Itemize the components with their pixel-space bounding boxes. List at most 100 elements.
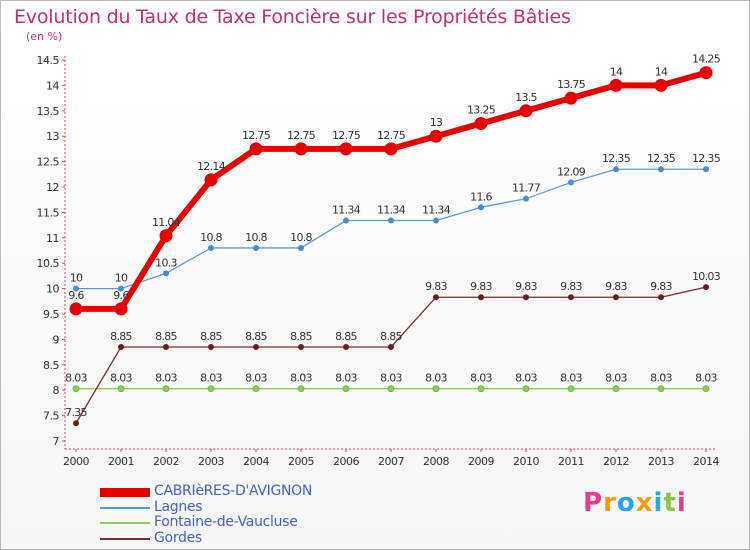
data-point-gordes — [118, 344, 124, 351]
data-point-lagnes — [298, 244, 304, 251]
data-point-fontaine — [117, 385, 125, 393]
logo-letter: r — [603, 488, 617, 518]
y-tick-label: 9.5 — [43, 308, 59, 321]
data-point-gordes — [523, 294, 529, 301]
data-point-lagnes — [73, 285, 79, 292]
x-tick-label: 2001 — [108, 455, 134, 468]
data-point-gordes — [703, 284, 709, 291]
chart-title: Evolution du Taux de Taxe Foncière sur l… — [14, 6, 571, 28]
data-label-lagnes: 12.35 — [602, 152, 631, 165]
logo-letter: i — [653, 488, 664, 518]
data-point-lagnes — [523, 195, 529, 202]
data-label-gordes: 9.83 — [470, 280, 492, 293]
y-tick-label: 7 — [53, 435, 60, 448]
data-point-cabrieres — [654, 78, 668, 92]
data-point-gordes — [388, 344, 394, 351]
legend-swatch-gordes — [100, 537, 150, 540]
data-label-cabrieres: 14 — [610, 65, 623, 78]
data-label-gordes: 8.85 — [335, 330, 357, 343]
series-line-cabrieres — [76, 69, 707, 312]
data-label-cabrieres: 14.25 — [692, 53, 721, 66]
data-label-cabrieres: 13.5 — [515, 91, 537, 104]
data-point-cabrieres — [699, 66, 713, 80]
data-label-fontaine: 8.03 — [110, 372, 132, 385]
data-label-cabrieres: 9.6 — [113, 289, 129, 302]
x-tick-label: 2010 — [513, 455, 539, 468]
data-label-gordes: 9.83 — [425, 280, 447, 293]
data-point-cabrieres — [609, 78, 623, 92]
data-point-gordes — [73, 420, 79, 427]
data-point-gordes — [613, 294, 619, 301]
logo-letter: o — [616, 488, 636, 518]
data-point-gordes — [478, 294, 484, 301]
y-tick-label: 14 — [46, 79, 59, 92]
data-label-lagnes: 10.8 — [200, 231, 222, 244]
chart-unit: (en %) — [26, 30, 63, 43]
data-point-fontaine — [387, 385, 395, 393]
legend-swatch-lagnes — [100, 506, 150, 509]
data-point-fontaine — [297, 385, 305, 393]
data-label-lagnes: 12.09 — [557, 165, 586, 178]
data-point-gordes — [208, 344, 214, 351]
data-point-lagnes — [613, 166, 619, 173]
data-label-fontaine: 8.03 — [470, 372, 492, 385]
x-tick-label: 2009 — [468, 455, 494, 468]
data-point-lagnes — [253, 244, 259, 251]
y-tick-label: 8.5 — [43, 359, 59, 372]
data-point-cabrieres — [564, 91, 578, 105]
data-point-lagnes — [658, 166, 664, 173]
data-label-gordes: 8.85 — [200, 330, 222, 343]
data-point-gordes — [343, 344, 349, 351]
data-label-lagnes: 11.6 — [470, 190, 492, 203]
data-label-fontaine: 8.03 — [650, 372, 672, 385]
data-point-lagnes — [703, 166, 709, 173]
logo-letter: P — [583, 488, 604, 518]
data-label-cabrieres: 12.14 — [197, 160, 226, 173]
data-label-gordes: 8.85 — [110, 330, 132, 343]
data-label-fontaine: 8.03 — [560, 372, 582, 385]
legend-label-gordes: Gordes — [154, 529, 202, 546]
data-label-fontaine: 8.03 — [380, 372, 402, 385]
data-label-cabrieres: 13.25 — [467, 104, 496, 117]
data-label-cabrieres: 13 — [430, 116, 443, 129]
data-label-lagnes: 10.3 — [155, 256, 177, 269]
data-label-gordes: 9.83 — [560, 280, 582, 293]
y-tick-label: 7.5 — [43, 410, 59, 423]
data-point-fontaine — [567, 385, 575, 393]
data-label-fontaine: 8.03 — [155, 372, 177, 385]
data-point-fontaine — [207, 385, 215, 393]
data-point-lagnes — [118, 285, 124, 292]
series-line-gordes — [75, 286, 707, 424]
data-label-gordes: 9.83 — [605, 280, 627, 293]
data-label-fontaine: 8.03 — [605, 372, 627, 385]
data-label-cabrieres: 12.75 — [332, 129, 361, 142]
logo-letter: x — [635, 488, 654, 518]
data-label-cabrieres: 12.75 — [242, 129, 271, 142]
legend-label-lagnes: Lagnes — [154, 498, 203, 515]
proxiti-logo: Proxiti — [583, 488, 687, 518]
data-point-fontaine — [612, 385, 620, 393]
data-point-lagnes — [433, 217, 439, 224]
data-label-cabrieres: 12.75 — [287, 129, 316, 142]
data-point-fontaine — [252, 385, 260, 393]
data-label-fontaine: 8.03 — [290, 372, 312, 385]
data-point-cabrieres — [294, 142, 308, 156]
data-label-cabrieres: 14 — [655, 65, 668, 78]
y-tick-label: 11.5 — [37, 206, 60, 219]
data-label-lagnes: 10.8 — [290, 231, 312, 244]
data-point-fontaine — [702, 385, 710, 393]
data-label-gordes: 8.85 — [380, 330, 402, 343]
data-label-gordes: 8.85 — [290, 330, 312, 343]
data-point-gordes — [298, 344, 304, 351]
data-point-gordes — [568, 294, 574, 301]
x-tick-label: 2005 — [288, 455, 314, 468]
legend-swatch-fontaine — [100, 522, 150, 524]
legend-label-fontaine: Fontaine-de-Vaucluse — [154, 514, 298, 530]
y-tick-label: 11 — [46, 232, 59, 245]
x-tick-label: 2002 — [153, 455, 179, 468]
logo-letter: i — [676, 488, 687, 518]
y-tick-label: 14.5 — [37, 54, 60, 67]
x-tick-label: 2014 — [693, 455, 719, 468]
data-point-gordes — [658, 294, 664, 301]
